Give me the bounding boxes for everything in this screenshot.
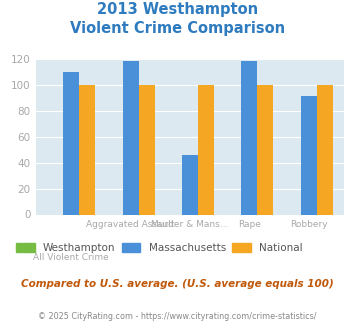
Legend: Westhampton, Massachusetts, National: Westhampton, Massachusetts, National	[16, 243, 303, 253]
Text: Violent Crime Comparison: Violent Crime Comparison	[70, 21, 285, 36]
Text: All Violent Crime: All Violent Crime	[33, 253, 109, 262]
Text: 2013 Westhampton: 2013 Westhampton	[97, 2, 258, 16]
Bar	[182, 155, 198, 214]
Bar	[241, 61, 257, 214]
Bar	[317, 85, 333, 214]
Bar	[198, 85, 214, 214]
Bar	[301, 96, 317, 214]
Text: Compared to U.S. average. (U.S. average equals 100): Compared to U.S. average. (U.S. average …	[21, 279, 334, 289]
Bar	[138, 85, 154, 214]
Bar	[63, 72, 79, 214]
Bar	[122, 61, 138, 214]
Bar	[79, 85, 95, 214]
Bar	[257, 85, 273, 214]
Text: © 2025 CityRating.com - https://www.cityrating.com/crime-statistics/: © 2025 CityRating.com - https://www.city…	[38, 312, 317, 321]
